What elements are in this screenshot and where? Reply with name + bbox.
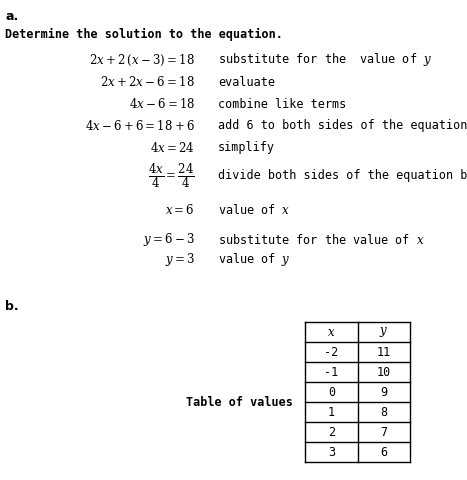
Text: $y$: $y$ [379,325,389,339]
Text: 1: 1 [328,406,335,419]
Text: Determine the solution to the equation.: Determine the solution to the equation. [5,28,283,41]
Text: $y = 6 - 3$: $y = 6 - 3$ [143,231,195,249]
Text: $x = 6$: $x = 6$ [165,203,195,217]
Text: 6: 6 [381,445,388,458]
Text: 7: 7 [381,425,388,439]
Text: 8: 8 [381,406,388,419]
Text: $y = 3$: $y = 3$ [165,252,195,268]
Text: 2: 2 [328,425,335,439]
Text: $2x + 2\,(x - 3) = 18$: $2x + 2\,(x - 3) = 18$ [89,52,195,68]
Text: b.: b. [5,300,19,313]
Text: 0: 0 [328,385,335,398]
Text: value of $y$: value of $y$ [218,252,290,268]
Text: combine like terms: combine like terms [218,97,346,110]
Text: $4x - 6 + 6 = 18 + 6$: $4x - 6 + 6 = 18 + 6$ [85,119,195,133]
Text: value of $x$: value of $x$ [218,203,290,217]
Text: a.: a. [5,10,18,23]
Text: $x$: $x$ [327,325,336,338]
Text: $4x - 6 = 18$: $4x - 6 = 18$ [129,97,195,111]
Text: 9: 9 [381,385,388,398]
Text: -2: -2 [325,346,339,359]
Text: divide both sides of the equation by 4: divide both sides of the equation by 4 [218,169,467,182]
Text: 3: 3 [328,445,335,458]
Text: $\dfrac{4x}{4} = \dfrac{24}{4}$: $\dfrac{4x}{4} = \dfrac{24}{4}$ [148,162,195,190]
Text: simplify: simplify [218,142,275,155]
Text: 10: 10 [377,365,391,379]
Text: -1: -1 [325,365,339,379]
Text: evaluate: evaluate [218,75,275,88]
Text: add 6 to both sides of the equation: add 6 to both sides of the equation [218,120,467,132]
Text: substitute for the  value of $y$: substitute for the value of $y$ [218,51,432,69]
Text: $2x + 2x - 6 = 18$: $2x + 2x - 6 = 18$ [100,75,195,89]
Text: Table of values: Table of values [186,396,293,408]
Text: substitute for the value of $x$: substitute for the value of $x$ [218,233,425,247]
Text: $4x = 24$: $4x = 24$ [150,141,195,155]
Text: 11: 11 [377,346,391,359]
